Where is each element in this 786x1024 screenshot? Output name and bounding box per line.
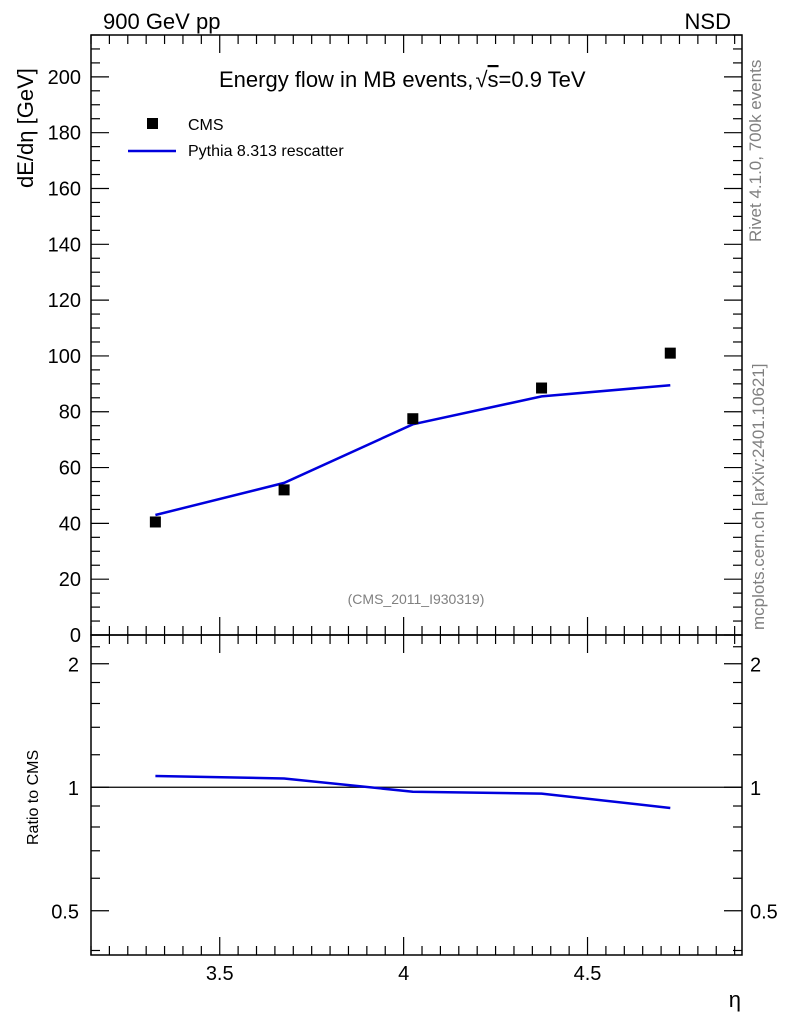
main-axis-ticks xyxy=(90,34,742,636)
ratio-y-tick-label-right: 0.5 xyxy=(750,902,778,924)
main-y-tick-label: 20 xyxy=(59,569,81,591)
main-y-tick-label: 40 xyxy=(59,513,81,535)
ratio-y-tick-label-right: 1 xyxy=(750,778,761,800)
legend-mc-label: Pythia 8.313 rescatter xyxy=(188,143,344,160)
ratio-axis-ticks xyxy=(90,635,742,955)
cms-data-point xyxy=(536,382,548,394)
main-title: Energy flow in MB events, √s=0.9 TeV xyxy=(219,67,586,92)
x-tick-label: 4 xyxy=(398,963,409,985)
ratio-panel-frame xyxy=(90,634,743,956)
cms-data-markers xyxy=(149,347,676,528)
main-title-sqrt-symbol: √ xyxy=(475,67,488,92)
legend: CMS Pythia 8.313 rescatter xyxy=(128,117,344,160)
ratio-y-tick-label: 0.5 xyxy=(51,902,79,924)
x-tick-label: 4.5 xyxy=(574,963,602,985)
mcplots-label: mcplots.cern.ch [arXiv:2401.10621] xyxy=(749,364,768,630)
x-tick-label: 3.5 xyxy=(206,963,234,985)
cms-data-point xyxy=(278,484,290,496)
main-y-tick-label: 120 xyxy=(48,290,81,312)
main-y-axis-label: dE/dη [GeV] xyxy=(13,68,38,188)
legend-cms-label: CMS xyxy=(188,117,224,134)
analysis-annotation: (CMS_2011_I930319) xyxy=(348,591,485,607)
ratio-panel: 0.5 0.5 1 1 2 2 3.5 4 4.5 Ratio to CMS η xyxy=(25,634,778,1012)
cms-data-point xyxy=(407,413,419,425)
main-title-prefix: Energy flow in MB events, xyxy=(219,67,479,92)
x-axis-label: η xyxy=(729,987,741,1012)
legend-cms-marker xyxy=(147,118,158,129)
main-y-tick-label: 0 xyxy=(70,625,81,647)
cms-data-point xyxy=(149,516,161,528)
main-y-tick-label: 140 xyxy=(48,234,81,256)
main-title-sqrt-arg: s xyxy=(488,67,499,92)
main-panel: 0 20 40 60 80 100 120 140 160 180 200 Energy flow … xyxy=(13,34,743,647)
ratio-y-tick-label: 1 xyxy=(68,778,79,800)
main-y-tick-label: 100 xyxy=(48,346,81,368)
main-y-tick-labels: 0 20 40 60 80 100 120 140 160 180 200 xyxy=(48,67,81,647)
ratio-y-tick-label: 2 xyxy=(68,655,79,677)
main-title-suffix: =0.9 TeV xyxy=(499,67,586,92)
main-y-tick-label: 160 xyxy=(48,178,81,200)
main-y-tick-label: 200 xyxy=(48,67,81,89)
rivet-label: Rivet 4.1.0, 700k events xyxy=(746,60,765,242)
x-tick-labels: 3.5 4 4.5 xyxy=(206,963,602,985)
ratio-y-tick-label-right: 2 xyxy=(750,655,761,677)
main-y-tick-label: 60 xyxy=(59,458,81,480)
header-left-label: 900 GeV pp xyxy=(103,9,220,34)
ratio-series-line xyxy=(155,774,671,810)
main-y-tick-label: 80 xyxy=(59,402,81,424)
ratio-y-axis-label: Ratio to CMS xyxy=(25,750,42,845)
ratio-y-tick-labels: 0.5 0.5 1 1 2 2 xyxy=(51,655,778,924)
main-y-tick-label: 180 xyxy=(48,123,81,145)
mc-series-line xyxy=(155,383,671,517)
cms-data-point xyxy=(664,347,676,359)
header-right-label: NSD xyxy=(685,9,731,34)
